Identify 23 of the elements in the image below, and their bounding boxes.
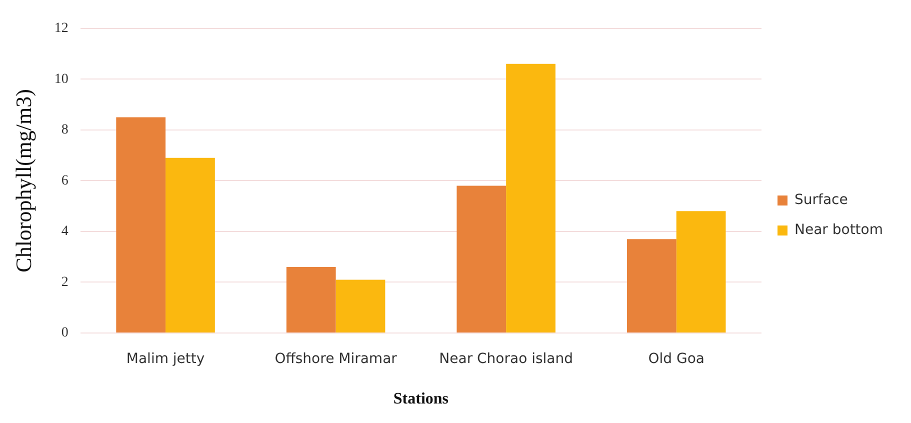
y-tick-label: 10 bbox=[54, 72, 68, 87]
y-tick-label: 8 bbox=[61, 122, 68, 138]
x-axis-title: Stations bbox=[393, 390, 449, 408]
y-tick-label: 6 bbox=[61, 173, 68, 188]
bar bbox=[626, 239, 676, 332]
y-tick-label: 12 bbox=[54, 21, 68, 36]
bar bbox=[116, 117, 166, 332]
y-axis-title: Chlorophyll(mg/m3) bbox=[10, 89, 36, 272]
bar bbox=[676, 211, 726, 332]
x-tick-label: Malim jetty bbox=[126, 351, 205, 368]
y-tick-label: 2 bbox=[61, 274, 68, 290]
bar bbox=[286, 267, 336, 332]
x-tick-label: Offshore Miramar bbox=[274, 351, 398, 368]
bar bbox=[456, 186, 506, 332]
bar bbox=[166, 158, 215, 332]
x-tick-label: Old Goa bbox=[648, 351, 704, 368]
x-tick-label: Near Chorao island bbox=[439, 351, 574, 368]
bar bbox=[506, 64, 556, 332]
y-tick-label: 4 bbox=[61, 224, 68, 240]
bar bbox=[336, 280, 386, 332]
legend-label: Surface bbox=[794, 192, 848, 208]
y-tick-label: 0 bbox=[61, 326, 68, 341]
legend-label: Near bottom bbox=[794, 222, 884, 238]
